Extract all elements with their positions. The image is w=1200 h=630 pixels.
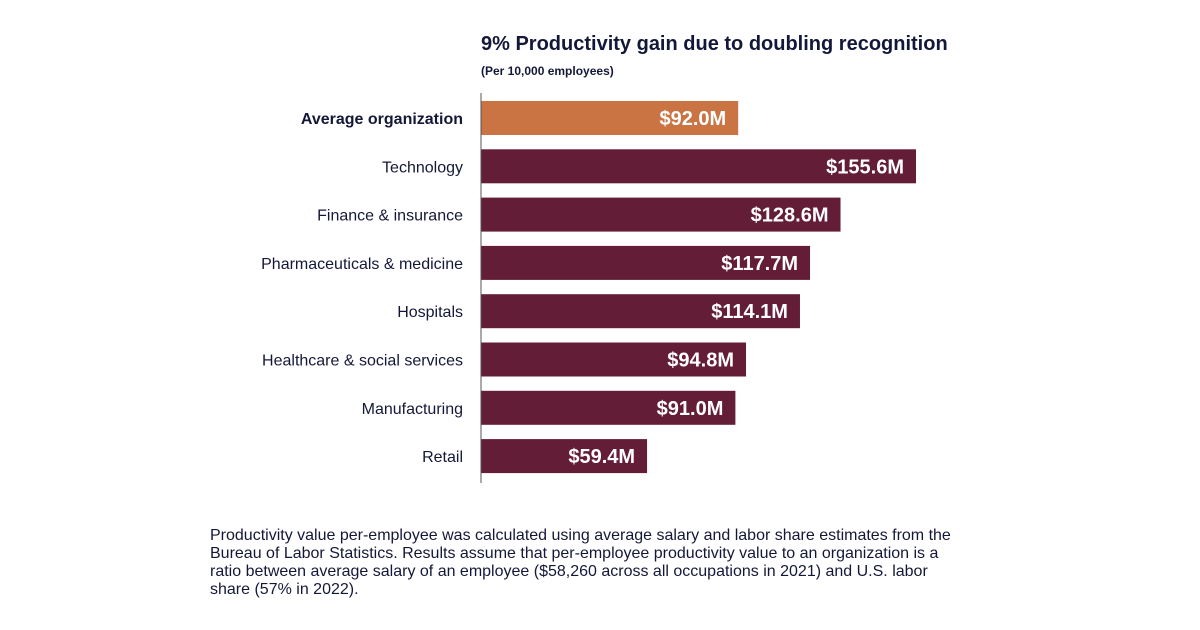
data-label: $114.1M <box>711 301 788 323</box>
category-label: Retail <box>422 449 463 466</box>
data-label: $94.8M <box>667 350 734 372</box>
category-label: Pharmaceuticals & medicine <box>261 256 463 273</box>
data-label: $117.7M <box>721 253 798 275</box>
bar <box>481 390 736 425</box>
data-label: $91.0M <box>657 398 724 420</box>
chart-title: 9% Productivity gain due to doubling rec… <box>481 33 948 55</box>
data-label: $155.6M <box>826 156 904 178</box>
chart-subtitle: (Per 10,000 employees) <box>481 64 614 78</box>
bar <box>481 101 739 135</box>
data-label: $92.0M <box>659 108 726 130</box>
bar <box>481 342 747 377</box>
bar <box>481 197 841 232</box>
footnote: Productivity value per-employee was calc… <box>210 527 951 598</box>
category-label: Technology <box>382 159 463 176</box>
data-label: $59.4M <box>568 446 635 468</box>
bar <box>481 439 648 474</box>
category-label: Manufacturing <box>362 401 463 418</box>
bar <box>481 294 800 329</box>
data-label: $128.6M <box>751 205 829 227</box>
category-label: Hospitals <box>397 304 463 321</box>
bar <box>481 149 916 184</box>
bar <box>481 245 811 280</box>
category-label: Average organization <box>301 111 463 128</box>
category-label: Finance & insurance <box>317 208 463 225</box>
category-label: Healthcare & social services <box>262 353 463 370</box>
